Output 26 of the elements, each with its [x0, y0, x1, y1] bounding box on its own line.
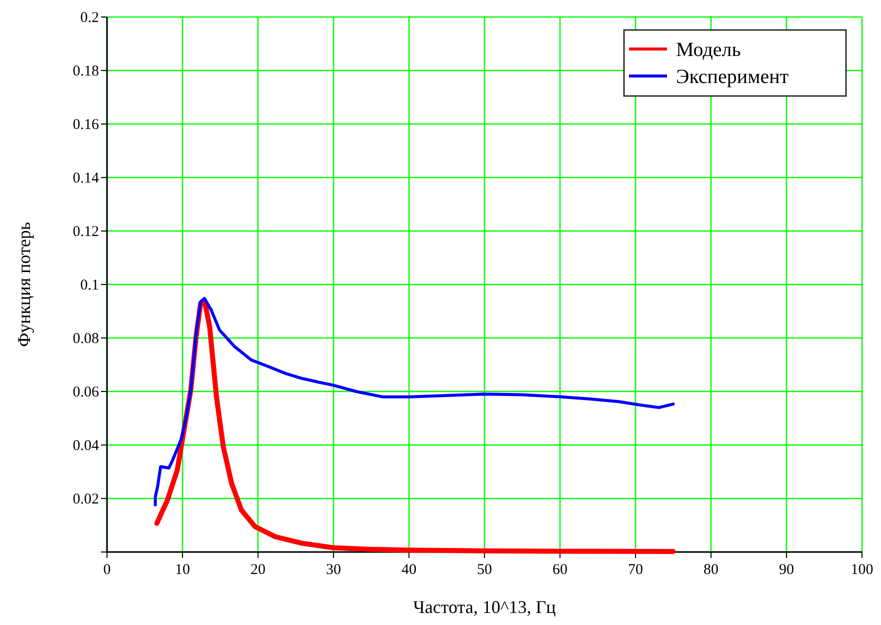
- x-tick-label: 80: [704, 562, 718, 578]
- x-tick-label: 60: [552, 562, 568, 578]
- x-tick-label: 90: [779, 562, 794, 578]
- x-tick-label: 20: [250, 562, 266, 578]
- x-tick-label: 10: [175, 562, 190, 578]
- y-tick-label: 0.06: [72, 384, 100, 400]
- y-tick-label: 0.12: [72, 224, 99, 240]
- x-tick-label: 50: [477, 562, 492, 578]
- legend-label: Модель: [676, 39, 741, 61]
- x-tick-label: 70: [628, 562, 643, 578]
- line-series: [154, 296, 675, 506]
- y-axis-title: Функция потерь: [14, 222, 34, 348]
- y-tick-label: 0.2: [80, 10, 99, 26]
- y-tick-label: 0.18: [72, 64, 99, 80]
- legend-label: Эксперимент: [676, 66, 789, 88]
- y-tick-label: 0.08: [72, 331, 99, 347]
- y-tick-label: 0.02: [72, 492, 99, 508]
- y-tick-label: 0.1: [80, 278, 99, 294]
- x-axis-title: Частота, 10^13, Гц: [413, 597, 556, 617]
- y-tick-label: 0.04: [72, 438, 100, 454]
- y-tick-label: 0.14: [72, 170, 100, 186]
- x-tick-label: 40: [402, 562, 416, 578]
- x-tick-label: 0: [103, 562, 111, 578]
- y-tick-label: 0.16: [72, 117, 100, 133]
- x-tick-label: 100: [850, 562, 874, 578]
- x-tick-label: 30: [326, 562, 341, 578]
